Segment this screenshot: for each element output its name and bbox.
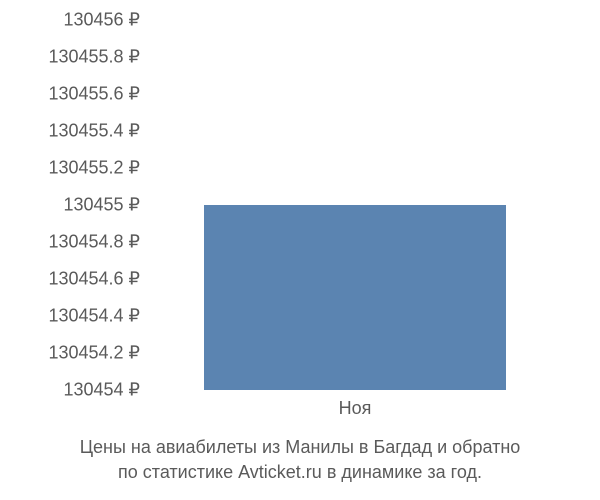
y-tick-label: 130454.2 ₽ — [48, 343, 140, 364]
caption-line1: Цены на авиабилеты из Манилы в Багдад и … — [80, 437, 521, 457]
y-tick-label: 130454.6 ₽ — [48, 269, 140, 290]
x-axis: Ноя — [145, 398, 565, 428]
y-tick-label: 130454 ₽ — [63, 380, 140, 401]
chart-caption: Цены на авиабилеты из Манилы в Багдад и … — [0, 435, 600, 485]
x-tick-label: Ноя — [339, 398, 372, 419]
plot-area — [145, 20, 565, 390]
caption-line2: по статистике Avticket.ru в динамике за … — [118, 462, 482, 482]
price-chart: 130456 ₽ 130455.8 ₽ 130455.6 ₽ 130455.4 … — [0, 0, 600, 500]
y-tick-label: 130456 ₽ — [63, 10, 140, 31]
y-tick-label: 130455.6 ₽ — [48, 84, 140, 105]
bar-nov — [204, 205, 506, 390]
y-tick-label: 130454.8 ₽ — [48, 232, 140, 253]
y-tick-label: 130455.8 ₽ — [48, 47, 140, 68]
y-tick-label: 130455.2 ₽ — [48, 158, 140, 179]
y-axis: 130456 ₽ 130455.8 ₽ 130455.6 ₽ 130455.4 … — [0, 20, 140, 390]
y-tick-label: 130455 ₽ — [63, 195, 140, 216]
y-tick-label: 130455.4 ₽ — [48, 121, 140, 142]
y-tick-label: 130454.4 ₽ — [48, 306, 140, 327]
